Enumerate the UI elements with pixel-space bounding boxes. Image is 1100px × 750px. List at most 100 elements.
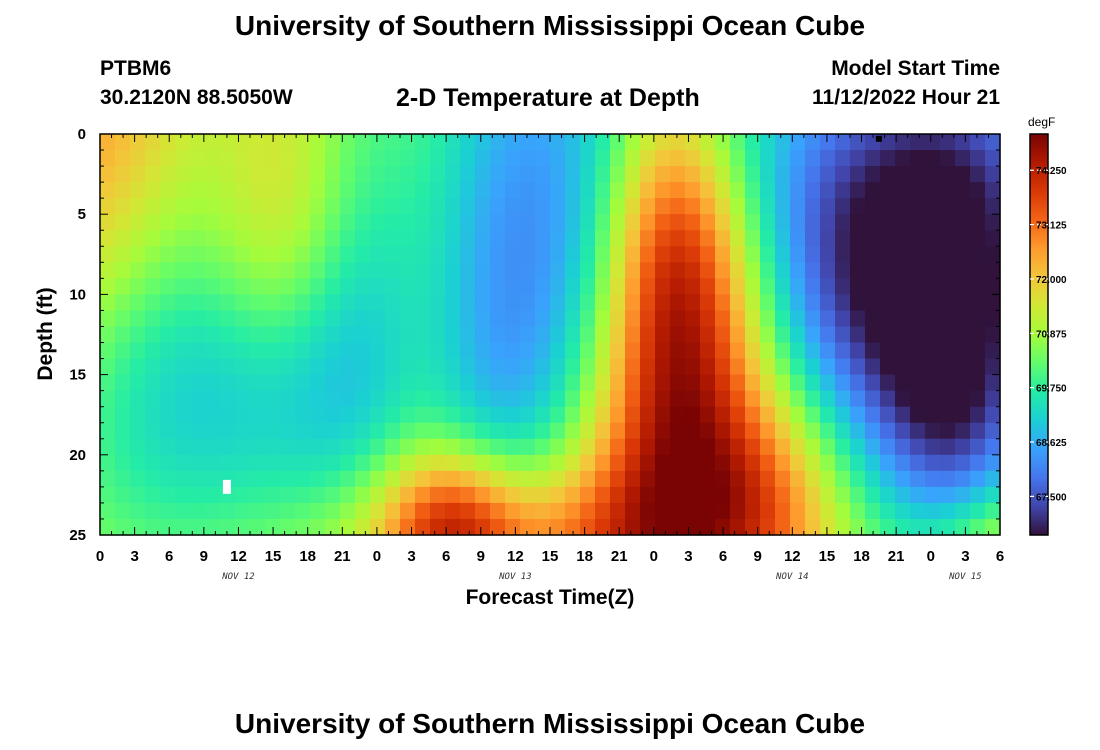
heatmap-cell <box>205 246 221 263</box>
heatmap-cell <box>580 422 596 440</box>
heatmap-cell <box>535 166 551 183</box>
heatmap-cell <box>550 438 566 456</box>
heatmap-cell <box>595 470 611 488</box>
heatmap-cell <box>790 454 806 472</box>
heatmap-cell <box>865 422 881 440</box>
heatmap-cell <box>310 182 326 199</box>
heatmap-cell <box>235 294 251 312</box>
heatmap-cell <box>820 166 836 183</box>
heatmap-cell <box>490 374 506 392</box>
heatmap-cell <box>100 518 116 536</box>
heatmap-cell <box>490 326 506 344</box>
heatmap-cell <box>655 438 671 456</box>
heatmap-cell <box>115 230 131 247</box>
heatmap-cell <box>610 374 626 392</box>
heatmap-cell <box>160 518 176 536</box>
heatmap-cell <box>220 294 236 312</box>
heatmap-cell <box>970 502 986 520</box>
heatmap-cell <box>550 470 566 488</box>
heatmap-cell <box>745 438 761 456</box>
heatmap-cell <box>655 182 671 199</box>
heatmap-cell <box>325 310 341 328</box>
heatmap-cell <box>550 406 566 424</box>
heatmap-cell <box>205 486 221 504</box>
heatmap-cell <box>445 486 461 504</box>
heatmap-cell <box>760 342 776 360</box>
heatmap-cell <box>280 278 296 295</box>
heatmap-cell <box>400 438 416 456</box>
heatmap-cell <box>145 406 161 424</box>
heatmap-cell <box>625 438 641 456</box>
colorbar-tick-label: 69.750 <box>1036 384 1067 395</box>
heatmap-cell <box>475 326 491 344</box>
heatmap-cell <box>505 438 521 456</box>
heatmap-cell <box>655 454 671 472</box>
heatmap-cell <box>970 246 986 263</box>
heatmap-cell <box>955 438 971 456</box>
heatmap-cell <box>940 246 956 263</box>
heatmap-cell <box>415 198 431 215</box>
heatmap-cell <box>625 486 641 504</box>
heatmap-cell <box>715 150 731 167</box>
heatmap-cell <box>280 502 296 520</box>
heatmap-cell <box>115 422 131 440</box>
heatmap-cell <box>985 326 1001 344</box>
heatmap-cell <box>445 182 461 199</box>
heatmap-cell <box>430 422 446 440</box>
heatmap-cell <box>325 406 341 424</box>
heatmap-cell <box>475 342 491 360</box>
heatmap-cell <box>805 342 821 360</box>
heatmap-cell <box>610 438 626 456</box>
heatmap-cell <box>130 486 146 504</box>
heatmap-cell <box>835 326 851 344</box>
heatmap-cell <box>580 182 596 199</box>
heatmap-cell <box>910 246 926 263</box>
heatmap-cell <box>805 214 821 231</box>
heatmap-cell <box>280 198 296 215</box>
heatmap-cell <box>565 326 581 344</box>
heatmap-cell <box>640 326 656 344</box>
heatmap-cell <box>370 358 386 376</box>
heatmap-cell <box>835 262 851 279</box>
heatmap-cell <box>265 246 281 263</box>
heatmap-cell <box>745 214 761 231</box>
heatmap-cell <box>850 134 866 151</box>
heatmap-cell <box>940 262 956 279</box>
heatmap-cell <box>115 310 131 328</box>
heatmap-cell <box>595 134 611 151</box>
heatmap-cell <box>160 278 176 295</box>
heatmap-cell <box>880 374 896 392</box>
heatmap-cell <box>550 390 566 408</box>
heatmap-cell <box>640 374 656 392</box>
heatmap-cell <box>850 454 866 472</box>
heatmap-cell <box>745 246 761 263</box>
heatmap-cell <box>610 342 626 360</box>
heatmap-cell <box>685 518 701 536</box>
heatmap-cell <box>625 198 641 215</box>
heatmap-cell <box>685 230 701 247</box>
heatmap-cell <box>610 486 626 504</box>
heatmap-cell <box>250 150 266 167</box>
station-coordinates: 30.2120N 88.5050W <box>100 86 293 109</box>
heatmap-cell <box>310 486 326 504</box>
heatmap-cell <box>250 246 266 263</box>
heatmap-cell <box>445 278 461 295</box>
heatmap-cell <box>310 294 326 312</box>
heatmap-cell <box>880 438 896 456</box>
heatmap-cell <box>805 518 821 536</box>
heatmap-cell <box>310 470 326 488</box>
heatmap-cell <box>505 214 521 231</box>
heatmap-cell <box>145 342 161 360</box>
heatmap-cell <box>340 230 356 247</box>
x-tick-label: 15 <box>542 548 559 565</box>
heatmap-cell <box>970 390 986 408</box>
heatmap-cell <box>535 262 551 279</box>
heatmap-cell <box>385 134 401 151</box>
heatmap-cell <box>730 438 746 456</box>
heatmap-cell <box>445 342 461 360</box>
heatmap-cell <box>670 438 686 456</box>
heatmap-cell <box>985 502 1001 520</box>
heatmap-cell <box>970 262 986 279</box>
heatmap-cell <box>550 310 566 328</box>
heatmap-cell <box>370 294 386 312</box>
